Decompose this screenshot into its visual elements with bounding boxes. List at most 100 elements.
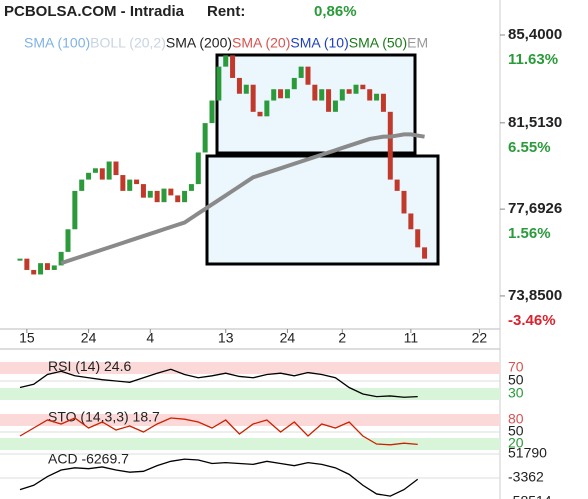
series-line [60,132,425,266]
x-tick-label: 11 [404,330,419,346]
y-tick-label: -3362 [508,469,544,485]
band [0,362,500,374]
candle [223,55,229,67]
x-tick-label: 4 [146,330,154,346]
y-tick-label: 51790 [508,445,547,461]
pct-label: 1.56% [508,225,551,242]
candle [298,66,304,78]
candle [168,188,174,196]
legend-entry: BOLL (20,2) [90,35,166,51]
candle [31,269,37,275]
legend-entry: SMA (10) [290,35,348,51]
candle [58,251,64,266]
candle [134,179,140,185]
series-line [19,458,419,497]
rent-label: Rent: [207,3,245,20]
panel-label: ACD -6269.7 [48,451,129,467]
x-tick-label: 13 [218,330,234,346]
legend-entry: SMA (50) [349,35,407,51]
y-tick-label: 20 [508,435,524,451]
candle [243,84,249,94]
candle [408,213,414,230]
candle [339,89,345,101]
y-tick-label: 30 [508,385,524,401]
candle [422,247,428,259]
candle [305,66,311,85]
candle [380,93,386,112]
candle [401,190,407,214]
series-line [19,368,418,398]
candle [161,188,167,203]
candle [326,89,332,112]
candle [360,84,366,90]
candle [182,190,188,203]
candle [264,100,270,117]
candle [120,175,126,191]
candle [209,100,215,124]
candle [195,152,201,185]
candle [44,263,50,270]
candle [51,265,57,270]
candle [387,111,393,180]
candle [65,229,71,252]
candle [38,263,44,275]
legend-entry: SMA (20) [232,35,290,51]
candle [278,89,284,99]
candle [312,84,318,101]
y-tick-label: 50 [508,423,524,439]
legend-entry: EM [407,35,428,51]
candle [154,190,160,203]
x-tick-label: 24 [81,330,97,346]
candle [175,195,181,203]
candle [271,89,277,101]
candle [353,84,359,94]
band [0,438,500,450]
candle [319,89,325,101]
legend-entry: SMA (100) [24,35,90,51]
candle [140,184,146,198]
candle [147,190,153,198]
y-tick-label: 85,4000 [508,26,562,43]
candle [230,55,236,78]
candle [374,93,380,101]
candle [106,161,112,180]
y-tick-label: 81,5130 [508,114,562,131]
x-tick-label: 22 [472,330,488,346]
candle [86,172,92,180]
y-tick-label: 80 [508,411,524,427]
band [0,414,500,426]
candle [113,161,119,176]
candle [202,123,208,153]
series-line [19,417,418,446]
x-tick-label: 2 [338,330,346,346]
candle [99,168,105,180]
pct-label: -3.46% [508,312,556,329]
rent-value: 0,86% [314,3,357,20]
x-tick-label: 24 [280,330,296,346]
candle [79,179,85,191]
pct-label: 11.63% [508,51,558,68]
x-tick-label: 15 [19,330,35,346]
y-tick-label: 50 [508,372,524,388]
candle [127,179,133,191]
candle [415,229,421,248]
candle [250,84,256,112]
panel-label: STO (14,3,3) 18.7 [48,409,160,425]
candle [24,258,30,270]
y-tick-label: 77,6926 [508,200,562,217]
candle [72,190,78,230]
site-title: PCBOLSA.COM - Intradia [4,3,185,20]
candle [92,168,98,173]
candle [367,89,373,101]
legend-entry: SMA (200) [166,35,232,51]
candle [257,111,263,117]
candle [17,258,23,261]
y-tick-label: 73,8500 [508,287,562,304]
candle [291,77,297,90]
candle [346,89,352,94]
candle [236,77,242,94]
candle [332,100,338,112]
candle [188,184,194,191]
candle [216,66,222,101]
